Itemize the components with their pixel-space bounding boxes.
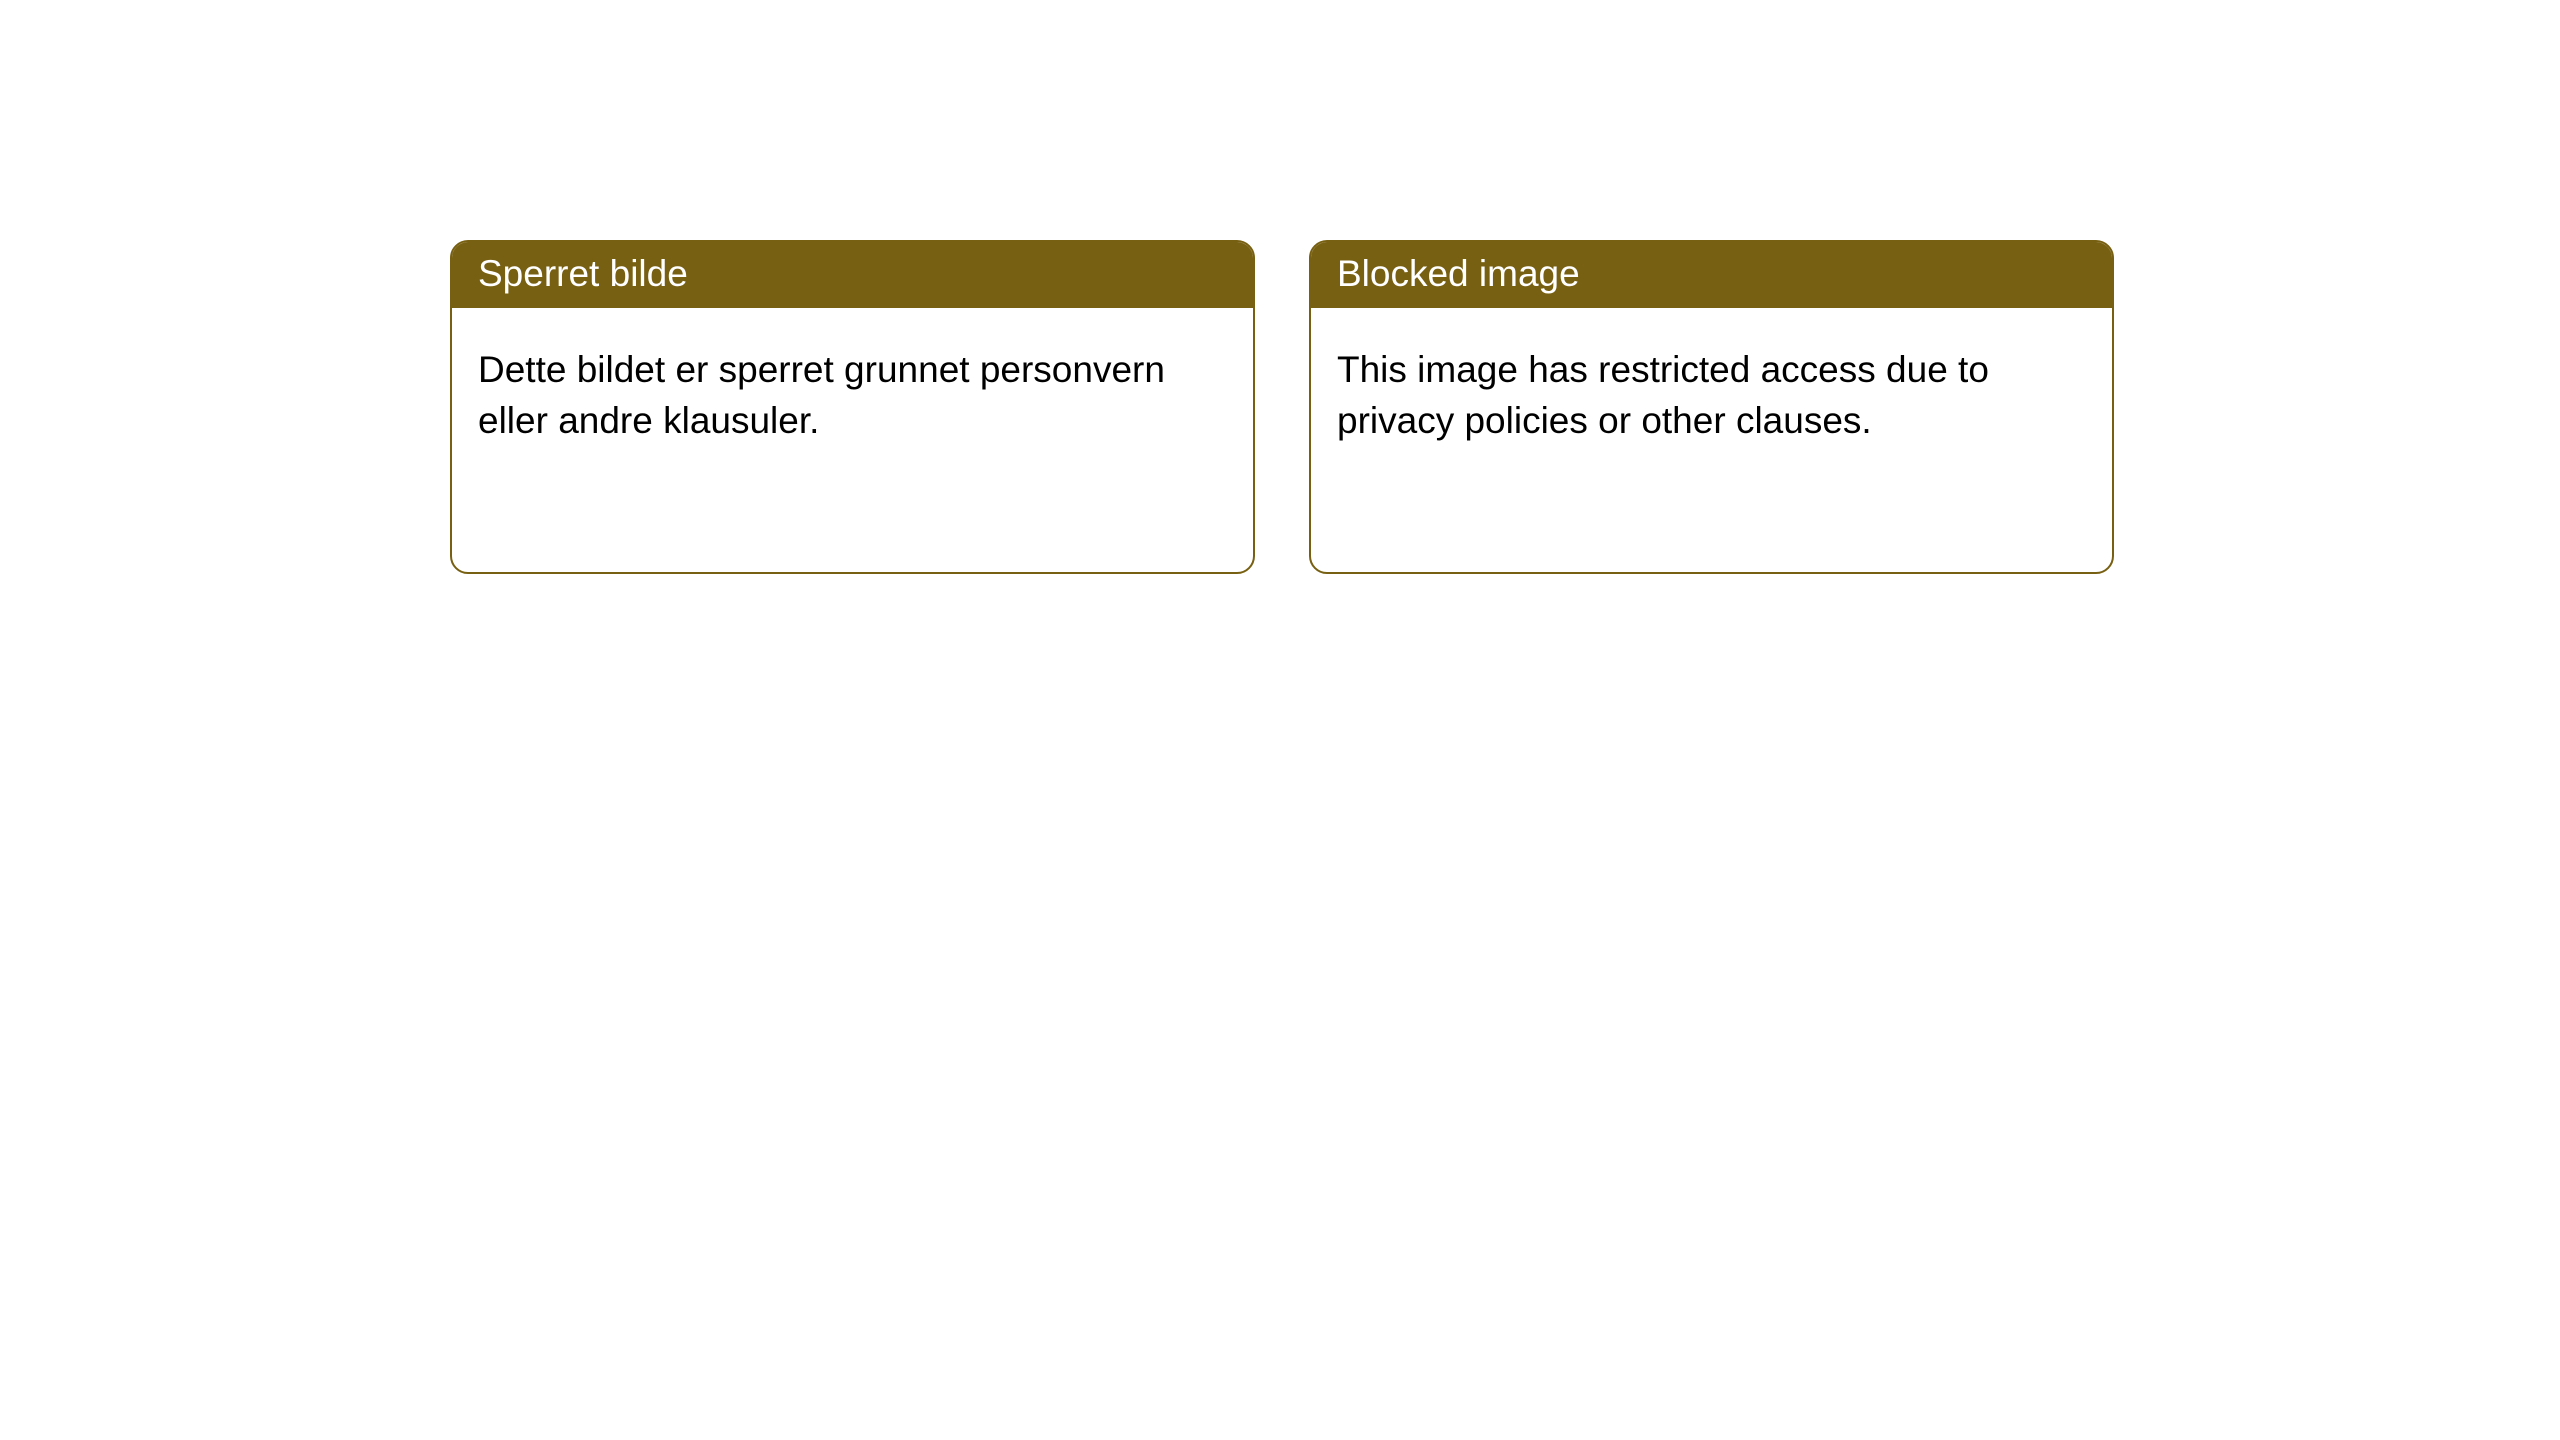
card-header: Blocked image — [1311, 242, 2112, 308]
blocked-image-card-no: Sperret bilde Dette bildet er sperret gr… — [450, 240, 1255, 574]
card-body: Dette bildet er sperret grunnet personve… — [452, 308, 1253, 482]
card-header: Sperret bilde — [452, 242, 1253, 308]
card-body: This image has restricted access due to … — [1311, 308, 2112, 482]
blocked-image-card-en: Blocked image This image has restricted … — [1309, 240, 2114, 574]
notice-container: Sperret bilde Dette bildet er sperret gr… — [0, 0, 2560, 574]
